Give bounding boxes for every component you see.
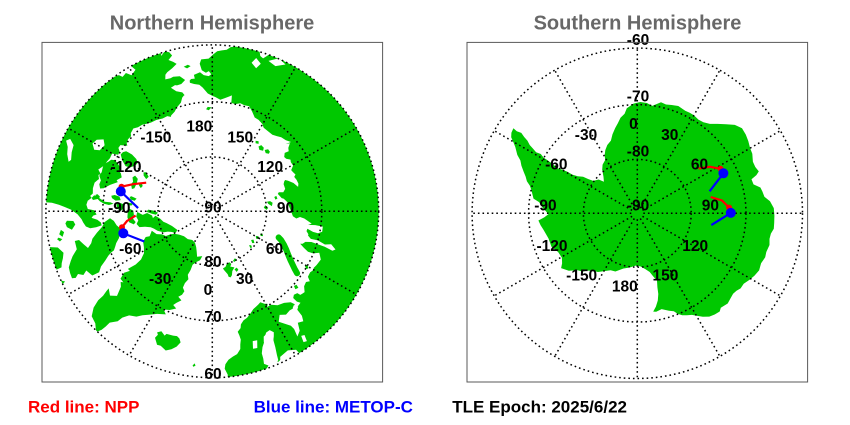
svg-text:-120: -120 xyxy=(536,238,567,255)
svg-text:Blue line: METOP-C: Blue line: METOP-C xyxy=(254,398,413,417)
svg-text:-90: -90 xyxy=(627,197,649,214)
svg-text:Southern Hemisphere: Southern Hemisphere xyxy=(534,13,742,35)
svg-text:180: 180 xyxy=(612,279,638,296)
svg-text:150: 150 xyxy=(227,129,253,146)
svg-text:60: 60 xyxy=(204,366,221,383)
svg-text:90: 90 xyxy=(702,197,719,214)
svg-text:Northern Hemisphere: Northern Hemisphere xyxy=(110,13,315,35)
svg-text:-70: -70 xyxy=(627,89,649,106)
svg-text:-30: -30 xyxy=(575,127,597,144)
svg-text:180: 180 xyxy=(186,118,212,135)
svg-text:60: 60 xyxy=(266,241,283,258)
svg-text:Red line: NPP: Red line: NPP xyxy=(28,398,139,417)
svg-text:-150: -150 xyxy=(140,129,171,146)
svg-text:-60: -60 xyxy=(119,241,141,258)
svg-text:60: 60 xyxy=(691,157,708,174)
svg-text:-150: -150 xyxy=(566,268,597,285)
svg-text:0: 0 xyxy=(629,116,638,133)
svg-text:90: 90 xyxy=(277,200,294,217)
svg-text:0: 0 xyxy=(204,282,213,299)
svg-text:30: 30 xyxy=(236,271,253,288)
svg-text:-60: -60 xyxy=(627,32,649,49)
svg-text:150: 150 xyxy=(653,268,679,285)
svg-text:-60: -60 xyxy=(545,157,567,174)
svg-text:-90: -90 xyxy=(534,197,556,214)
svg-text:-90: -90 xyxy=(108,200,130,217)
svg-text:80: 80 xyxy=(204,254,221,271)
svg-text:-80: -80 xyxy=(627,143,649,160)
svg-text:30: 30 xyxy=(661,127,678,144)
svg-text:TLE Epoch: 2025/6/22: TLE Epoch: 2025/6/22 xyxy=(452,398,627,417)
svg-text:70: 70 xyxy=(204,309,221,326)
svg-text:120: 120 xyxy=(682,238,708,255)
svg-text:120: 120 xyxy=(257,159,283,176)
svg-text:-120: -120 xyxy=(110,159,141,176)
svg-text:90: 90 xyxy=(204,200,221,217)
svg-text:-30: -30 xyxy=(149,271,171,288)
